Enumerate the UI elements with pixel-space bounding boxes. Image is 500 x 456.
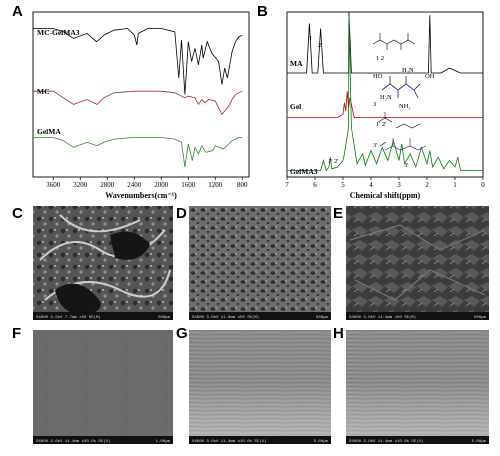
sem-g-fade [189,380,331,436]
ftir-plot-frame [32,11,250,178]
sem-c-scale: 500μm [158,316,171,320]
gel-structure [381,76,421,99]
panel-letter-h: H [333,325,344,342]
panel-letter-a: A [12,3,23,20]
ma-structure [372,33,416,50]
sem-panel-f: F S4800 2.0kV 11.4mm x30.0k SE(U) 1.00μm [12,325,173,444]
sem-image-e [346,206,489,320]
sem-e-meta: S4800 3.0kV 11.4mm x50 SE(M) [349,315,416,320]
gel-label-nh2: NH₂ [399,103,411,110]
sem-c-pores [55,231,150,315]
ftir-series-group [33,28,243,168]
ftir-tick-label-7: 800 [237,181,248,189]
sem-h-fade [346,380,489,436]
sem-g-infobar [189,436,331,444]
sem-d-meta: S4800 3.0kV 11.8mm x50 SE(M) [192,315,259,320]
gelma-peak-3: 3' [373,142,377,149]
sem-c-meta: S4800 3.0kV 7.7mm x50 SE(M) [36,315,101,320]
sem-g-meta: S4800 3.0kV 11.4mm x10.0k SE(U) [192,439,266,444]
ftir-tick-label-3: 2400 [127,181,142,189]
gel-label-oh: OH [425,73,435,80]
panel-letter-d: D [176,205,187,222]
gelma-inset-label-12: 1' 2' [376,121,386,128]
gel-label-h2n-a: H₂N [380,94,392,101]
nmr-x-ticks: 7 6 5 4 3 2 1 0 [285,177,485,189]
nmr-tick-label-3: 4 [369,181,373,189]
ftir-tick-label-0: 3600 [46,181,61,189]
nmr-tick-label-5: 2 [425,181,429,189]
sem-panel-h: H S4800 3.0kV 11.4mm x10.0k SE(U) 5.00μm [333,325,489,444]
nmr-tick-label-4: 3 [397,181,401,189]
series-label-gelma3: GelMA3 [290,167,318,176]
ftir-series-line-0 [33,28,243,95]
sem-image-d [189,206,331,320]
nmr-tick-label-1: 6 [313,181,317,189]
ma-peak-1: 1 [309,35,312,42]
sem-g-scale: 5.00μm [314,440,329,444]
sem-image-c [33,206,173,320]
ftir-series-line-1 [33,90,243,116]
ftir-panel: A 3600 3200 2800 2400 2000 1600 1200 800 MC-Gel… [12,3,250,200]
sem-d-scale: 500μm [316,316,329,320]
nmr-tick-label-0: 7 [285,181,289,189]
ftir-x-axis-title: Wavenumbers(cm⁻¹) [105,191,177,200]
gelma-structure [377,112,427,151]
sem-panel-c: C S4800 3.0kV 7.7mm x50 SE(M) 500μm [12,205,173,320]
nmr-series-group [287,11,483,172]
nmr-tick-label-7: 0 [481,181,485,189]
ma-struct-label: 1 2 [376,55,384,62]
series-label-mc-gelma3: MC-GelMA3 [37,28,80,37]
ftir-x-ticks: 3600 3200 2800 2400 2000 1600 1200 800 [46,177,248,189]
nmr-series-line-2 [287,15,483,172]
sem-image-f [33,330,173,444]
sem-e-ridges [349,224,486,301]
nmr-plot-frame [286,11,484,178]
panel-letter-g: G [176,325,188,342]
sem-f-infobar [33,436,173,444]
ftir-tick-label-5: 1600 [181,181,196,189]
sem-h-meta: S4800 3.0kV 11.4mm x10.0k SE(U) [349,439,423,444]
ftir-tick-label-1: 3200 [73,181,88,189]
ftir-tick-label-4: 2000 [154,181,169,189]
nmr-tick-label-6: 1 [453,181,457,189]
panel-letter-c: C [12,205,23,222]
series-label-ma: MA [290,59,303,68]
panel-letter-e: E [333,205,343,222]
gel-label-h2n-b: H₂N [402,67,414,74]
sem-panel-d: D S4800 3.0kV 11.8mm x50 SE(M) 500μm [176,205,331,320]
ftir-tick-label-2: 2800 [100,181,115,189]
sem-h-infobar [346,436,489,444]
sem-e-scale: 500μm [474,316,487,320]
sem-panel-e: E S4800 3.0kV 11.4mm x50 SE(M) 500μm [333,205,489,320]
panel-letter-b: B [257,3,268,20]
series-label-gel: Gel [290,102,301,111]
sem-f-scale: 1.00μm [156,440,171,444]
series-label-mc: MC [37,87,50,96]
sem-d-infobar [189,312,331,320]
ftir-tick-label-6: 1200 [208,181,223,189]
sem-h-scale: 5.00μm [472,440,487,444]
ftir-series-line-2 [33,137,243,168]
sem-e-infobar [346,312,489,320]
sem-panel-g: G S4800 3.0kV 11.4mm x10.0k SE(U) 5.00μm [176,325,331,444]
ma-peak-2: 2 [318,42,321,49]
gelma-inset-label-3: 3' [404,162,408,169]
panel-letter-f: F [12,325,21,342]
sem-c-infobar [33,312,173,320]
nmr-tick-label-2: 5 [341,181,345,189]
gelma-peak-12: 1' 2' [328,158,338,165]
gel-label-3: 3 [373,101,376,108]
gel-label-ho: HO [373,73,383,80]
nmr-series-line-0 [287,11,483,74]
nmr-x-axis-title: Chemical shift(ppm) [350,191,421,200]
series-label-gelma: GelMA [37,127,61,136]
sem-f-meta: S4800 2.0kV 11.4mm x30.0k SE(U) [36,439,110,444]
